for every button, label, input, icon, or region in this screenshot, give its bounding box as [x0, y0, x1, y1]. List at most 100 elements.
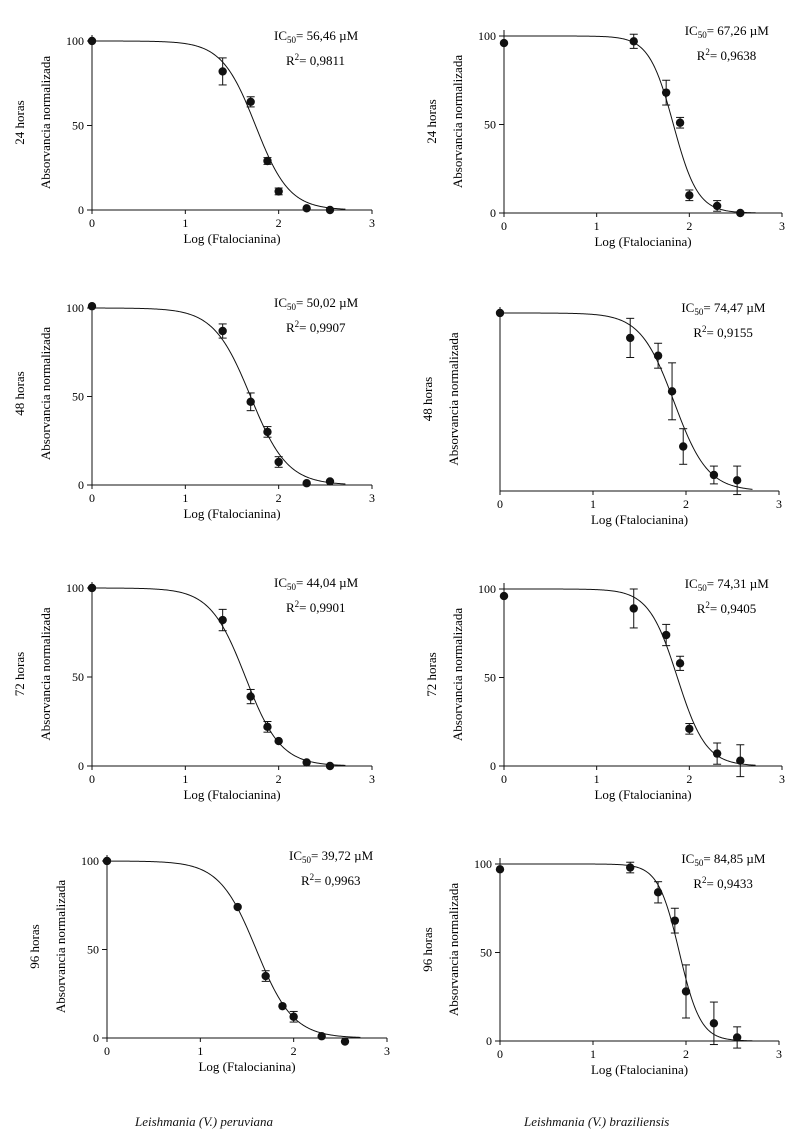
- y-tick-label: 0: [78, 478, 84, 492]
- ic50-annotation: IC50= 74,47 µM: [681, 300, 766, 317]
- chart-panel-5: 0 1 2 3 0 50 100 Log (Ftalocianina) Absorvancia …: [12, 575, 375, 802]
- y-axis-label: Absorvancia normalizada: [38, 607, 53, 740]
- x-tick-label: 2: [686, 772, 692, 786]
- data-point: [87, 302, 97, 311]
- x-axis-label: Log (Ftalocianina): [183, 787, 280, 802]
- y-tick-label: 0: [490, 759, 496, 773]
- x-tick-label: 2: [276, 216, 282, 230]
- fit-curve: [92, 307, 346, 485]
- x-tick-label: 1: [182, 491, 188, 505]
- chart-panel-4: 0 1 2 3 Log (Ftalocianina) Absorvancia normal…: [420, 300, 782, 527]
- y-tick-label: 50: [484, 671, 496, 685]
- data-point: [261, 971, 270, 981]
- x-tick-label: 3: [779, 219, 785, 233]
- caption-right: Leishmania (V.) braziliensis: [524, 1114, 670, 1129]
- data-point: [218, 326, 227, 336]
- x-tick-label: 0: [497, 1047, 503, 1061]
- chart-panel-7: 0 1 2 3 0 50 100 Log (Ftalocianina) Absorvancia …: [27, 848, 390, 1074]
- x-tick-label: 1: [182, 216, 188, 230]
- data-point: [325, 761, 335, 771]
- r2-annotation: R2= 0,9405: [697, 600, 757, 616]
- y-tick-label: 100: [66, 301, 84, 315]
- data-point: [661, 630, 671, 640]
- y-tick-label: 100: [66, 581, 84, 595]
- data-point: [278, 1001, 287, 1011]
- time-label: 72 horas: [12, 652, 27, 696]
- data-point: [670, 916, 680, 925]
- chart-panel-3: 0 1 2 3 0 50 100 Log (Ftalocianina) Absorvancia …: [12, 295, 375, 521]
- x-tick-label: 1: [590, 497, 596, 511]
- data-point: [495, 308, 505, 318]
- x-tick-label: 3: [369, 772, 375, 786]
- data-point: [274, 736, 283, 746]
- caption-left: Leishmania (V.) peruviana: [135, 1114, 274, 1129]
- y-tick-label: 0: [78, 203, 84, 217]
- y-axis-label: Absorvancia normalizada: [53, 880, 68, 1013]
- y-axis-label: Absorvancia normalizada: [450, 55, 465, 188]
- x-tick-label: 2: [683, 497, 689, 511]
- data-point: [263, 427, 272, 437]
- time-label: 72 horas: [424, 652, 439, 696]
- data-point: [274, 457, 283, 467]
- time-label: 96 horas: [420, 927, 435, 971]
- data-point: [679, 442, 688, 451]
- data-point: [325, 205, 335, 215]
- x-tick-label: 2: [291, 1044, 297, 1058]
- data-point: [289, 1012, 298, 1021]
- ic50-annotation: IC50= 84,85 µM: [681, 851, 766, 868]
- chart-panel-6: 0 1 2 3 0 50 100 Log (Ftalocianina) Absorvancia …: [424, 576, 785, 802]
- data-point: [736, 756, 745, 765]
- data-point: [732, 476, 742, 485]
- data-point: [629, 604, 638, 613]
- data-point: [246, 397, 255, 407]
- data-point: [675, 659, 685, 668]
- data-point: [302, 758, 311, 767]
- x-tick-label: 0: [89, 491, 95, 505]
- data-point: [87, 583, 97, 593]
- y-axis-label: Absorvancia normalizada: [450, 608, 465, 741]
- y-tick-label: 50: [484, 118, 496, 132]
- fit-curve: [500, 863, 753, 1042]
- x-axis-label: Log (Ftalocianina): [183, 231, 280, 246]
- y-tick-label: 50: [480, 946, 492, 960]
- chart-panel-8: 0 1 2 3 0 50 100 Log (Ftalocianina) Absorvancia …: [420, 851, 782, 1077]
- y-tick-label: 50: [72, 670, 84, 684]
- y-tick-label: 50: [72, 119, 84, 133]
- y-tick-label: 0: [93, 1031, 99, 1045]
- ic50-annotation: IC50= 67,26 µM: [685, 23, 770, 40]
- x-tick-label: 0: [501, 772, 507, 786]
- ic50-annotation: IC50= 74,31 µM: [685, 576, 770, 593]
- x-tick-label: 1: [594, 772, 600, 786]
- data-point: [685, 724, 694, 734]
- x-axis-label: Log (Ftalocianina): [183, 506, 280, 521]
- data-point: [102, 856, 112, 866]
- y-axis-label: Absorvancia normalizada: [38, 327, 53, 460]
- data-point: [495, 865, 505, 874]
- data-point: [218, 615, 227, 625]
- data-point: [661, 88, 671, 97]
- data-point: [675, 118, 685, 127]
- time-label: 48 horas: [12, 371, 27, 415]
- x-tick-label: 1: [182, 772, 188, 786]
- data-point: [302, 479, 311, 488]
- data-point: [317, 1032, 326, 1041]
- x-axis-label: Log (Ftalocianina): [594, 234, 691, 249]
- data-point: [732, 1033, 742, 1042]
- x-axis-label: Log (Ftalocianina): [594, 787, 691, 802]
- x-tick-label: 3: [776, 1047, 782, 1061]
- y-tick-label: 100: [474, 857, 492, 871]
- y-axis-label: Absorvancia normalizada: [38, 56, 53, 189]
- x-tick-label: 3: [369, 216, 375, 230]
- ic50-annotation: IC50= 39,72 µM: [289, 848, 374, 865]
- data-point: [246, 692, 255, 701]
- data-point: [325, 477, 335, 486]
- y-tick-label: 100: [478, 29, 496, 43]
- data-point: [274, 187, 283, 196]
- x-tick-label: 0: [104, 1044, 110, 1058]
- chart-panel-2: 0 1 2 3 0 50 100 Log (Ftalocianina) Absorvancia …: [424, 23, 785, 249]
- x-tick-label: 3: [776, 497, 782, 511]
- chart-panel-1: 0 1 2 3 0 50 100 Log (Ftalocianina) Absorvancia …: [12, 28, 375, 246]
- data-point: [233, 902, 242, 912]
- ic50-annotation: IC50= 56,46 µM: [274, 28, 359, 45]
